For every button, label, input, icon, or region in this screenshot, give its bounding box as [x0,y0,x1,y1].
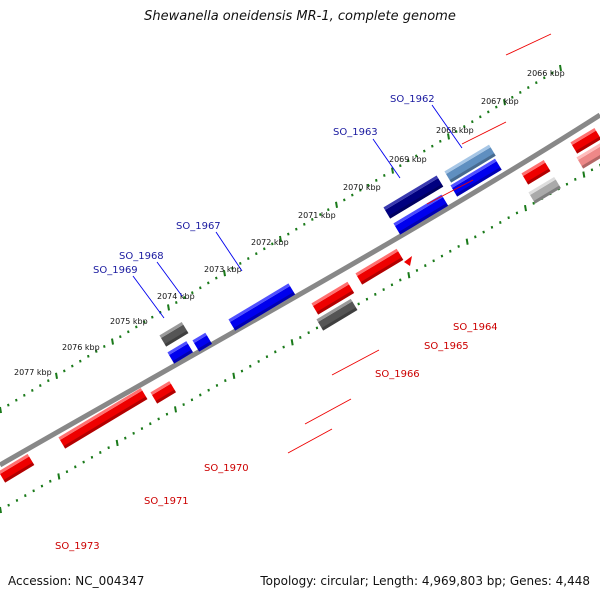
reverse-gene-label[interactable]: SO_1966 [375,369,420,380]
kbp-label: 2073 kbp [204,265,242,274]
genome-map[interactable]: 2066 kbp 2067 kbp 2068 kbp 2069 kbp 2070 kbp… [0,0,600,560]
topology-summary: Topology: circular; Length: 4,969,803 bp… [260,574,590,588]
gene-feature[interactable] [58,387,148,449]
reverse-gene-label[interactable]: SO_1970 [204,463,249,474]
reverse-gene-label[interactable]: SO_1973 [55,541,100,552]
reverse-gene-label[interactable]: SO_1971 [144,496,189,507]
accession-text: Accession: NC_004347 [8,574,145,588]
gene-feature[interactable] [576,141,600,169]
map-title: Shewanella oneidensis MR-1, complete gen… [144,9,456,24]
outer-tick-row [0,64,562,414]
kbp-label: 2072 kbp [251,238,289,247]
reverse-gene-label[interactable]: SO_1964 [453,322,498,333]
forward-gene-label[interactable]: SO_1969 [93,265,138,276]
kbp-label: 2069 kbp [389,155,427,164]
gene-feature[interactable] [450,158,502,197]
gene-feature[interactable] [228,283,296,331]
forward-gene-label[interactable]: SO_1963 [333,127,378,138]
gene-feature[interactable] [311,281,355,315]
kbp-label: 2076 kbp [62,343,100,352]
forward-gene-label[interactable]: SO_1962 [390,94,435,105]
kbp-label: 2074 kbp [157,292,195,301]
gene-feature[interactable] [444,144,496,183]
forward-gene-label[interactable]: SO_1967 [176,221,221,232]
gene-feature[interactable] [355,248,404,285]
genome-backbone [0,112,600,468]
kbp-label: 2075 kbp [110,317,148,326]
gene-feature[interactable] [167,341,194,364]
label-leaders [132,33,552,454]
gene-feature[interactable] [150,381,177,404]
kbp-label: 2066 kbp [527,69,565,78]
gene-feature[interactable] [570,128,600,154]
gene-feature[interactable] [383,175,444,219]
kbp-labels: 2066 kbp 2067 kbp 2068 kbp 2069 kbp 2070 kbp… [14,69,565,377]
reverse-gene-label[interactable]: SO_1965 [424,341,469,352]
kbp-label: 2067 kbp [481,97,519,106]
kbp-label: 2077 kbp [14,368,52,377]
gene-features[interactable] [0,128,600,483]
kbp-label: 2071 kbp [298,211,336,220]
gene-feature[interactable] [0,453,35,483]
forward-gene-label[interactable]: SO_1968 [119,251,164,262]
kbp-label: 2068 kbp [436,126,474,135]
gene-feature[interactable] [528,176,561,204]
reverse-marker [404,256,412,266]
gene-feature[interactable] [316,298,358,331]
kbp-label: 2070 kbp [343,183,381,192]
gene-feature[interactable] [192,332,213,352]
gene-feature[interactable] [521,160,551,185]
gene-labels: SO_1962 SO_1963 SO_1967 SO_1968 SO_1969 SO_19… [55,94,498,552]
gene-feature[interactable] [159,322,189,347]
